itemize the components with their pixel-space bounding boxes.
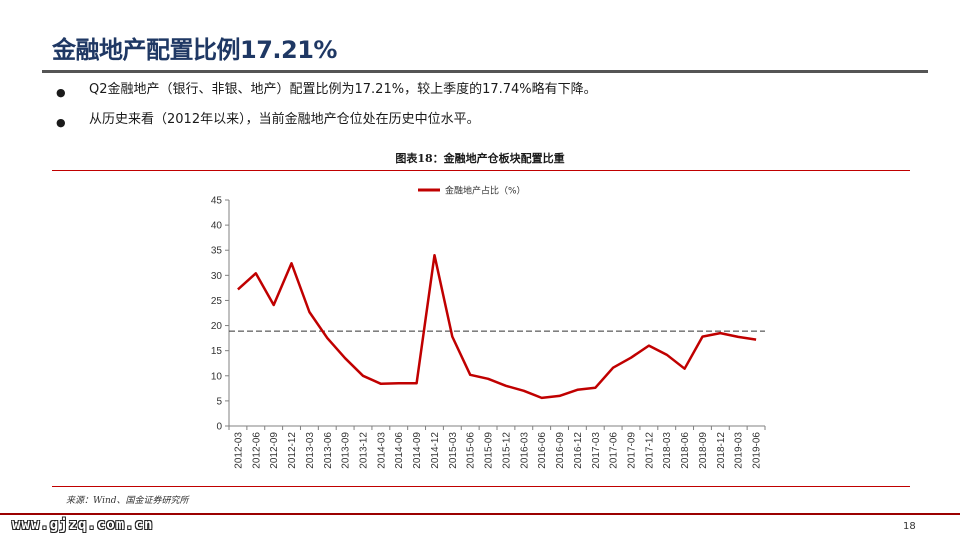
bullet-text: Q2金融地产（银行、非银、地产）配置比例为17.21%，较上季度的17.74%略… (89, 82, 597, 97)
y-tick-label: 45 (211, 196, 223, 207)
bullet-list: ● Q2金融地产（银行、非银、地产）配置比例为17.21%，较上季度的17.74… (56, 80, 916, 140)
x-tick-label: 2014-09 (412, 432, 423, 469)
footer-bar (0, 513, 960, 515)
x-tick-label: 2017-03 (591, 432, 602, 469)
y-tick-label: 15 (211, 346, 223, 357)
x-tick-label: 2017-06 (609, 432, 620, 469)
x-tick-label: 2014-03 (376, 432, 387, 469)
bullet-item: ● Q2金融地产（银行、非银、地产）配置比例为17.21%，较上季度的17.74… (56, 80, 916, 110)
x-tick-label: 2019-03 (734, 432, 745, 469)
page-number: 18 (903, 521, 916, 532)
x-tick-label: 2014-12 (430, 432, 441, 469)
y-tick-label: 40 (211, 221, 223, 232)
bullet-text: 从历史来看（2012年以来），当前金融地产仓位处在历史中位水平。 (89, 112, 480, 127)
y-tick-label: 35 (211, 246, 223, 257)
bullet-dot-icon: ● (56, 86, 66, 99)
figure-bottom-rule (52, 486, 910, 487)
x-tick-label: 2018-06 (680, 432, 691, 469)
x-tick-label: 2012-03 (233, 432, 244, 469)
y-tick-label: 20 (211, 321, 223, 332)
bullet-dot-icon: ● (56, 116, 66, 129)
y-tick-label: 0 (216, 422, 222, 433)
x-tick-label: 2015-06 (466, 432, 477, 469)
bullet-item: ● 从历史来看（2012年以来），当前金融地产仓位处在历史中位水平。 (56, 110, 916, 140)
title-divider (42, 70, 928, 73)
x-tick-label: 2016-09 (555, 432, 566, 469)
x-tick-label: 2012-06 (251, 432, 262, 469)
y-tick-label: 5 (216, 396, 222, 407)
x-tick-label: 2013-06 (323, 432, 334, 469)
y-tick-label: 25 (211, 296, 223, 307)
x-tick-label: 2013-03 (305, 432, 316, 469)
x-tick-label: 2015-09 (484, 432, 495, 469)
x-tick-label: 2015-12 (501, 432, 512, 469)
x-tick-label: 2015-03 (448, 432, 459, 469)
x-tick-label: 2017-12 (644, 432, 655, 469)
x-tick-label: 2018-03 (662, 432, 673, 469)
y-tick-label: 10 (211, 371, 223, 382)
figure-top-rule (52, 170, 910, 171)
x-tick-label: 2016-12 (573, 432, 584, 469)
series-line (237, 253, 757, 400)
x-tick-label: 2013-09 (341, 432, 352, 469)
x-tick-label: 2013-12 (359, 432, 370, 469)
source-note: 来源：Wind、国金证券研究所 (66, 496, 189, 506)
x-tick-label: 2012-09 (269, 432, 280, 469)
x-tick-label: 2018-12 (716, 432, 727, 469)
x-tick-label: 2012-12 (287, 432, 298, 469)
x-tick-label: 2014-06 (394, 432, 405, 469)
y-tick-label: 30 (211, 271, 223, 282)
footer-url[interactable]: www.gjzq.com.cn (12, 517, 154, 533)
x-tick-label: 2018-09 (698, 432, 709, 469)
x-tick-label: 2017-09 (627, 432, 638, 469)
x-tick-label: 2016-06 (537, 432, 548, 469)
x-tick-label: 2019-06 (752, 432, 763, 469)
figure-caption: 图表18：金融地产仓板块配置比重 (395, 152, 565, 165)
legend-label: 金融地产占比（%） (445, 185, 526, 197)
page-title: 金融地产配置比例17.21% (52, 36, 337, 64)
x-tick-label: 2016-03 (519, 432, 530, 469)
